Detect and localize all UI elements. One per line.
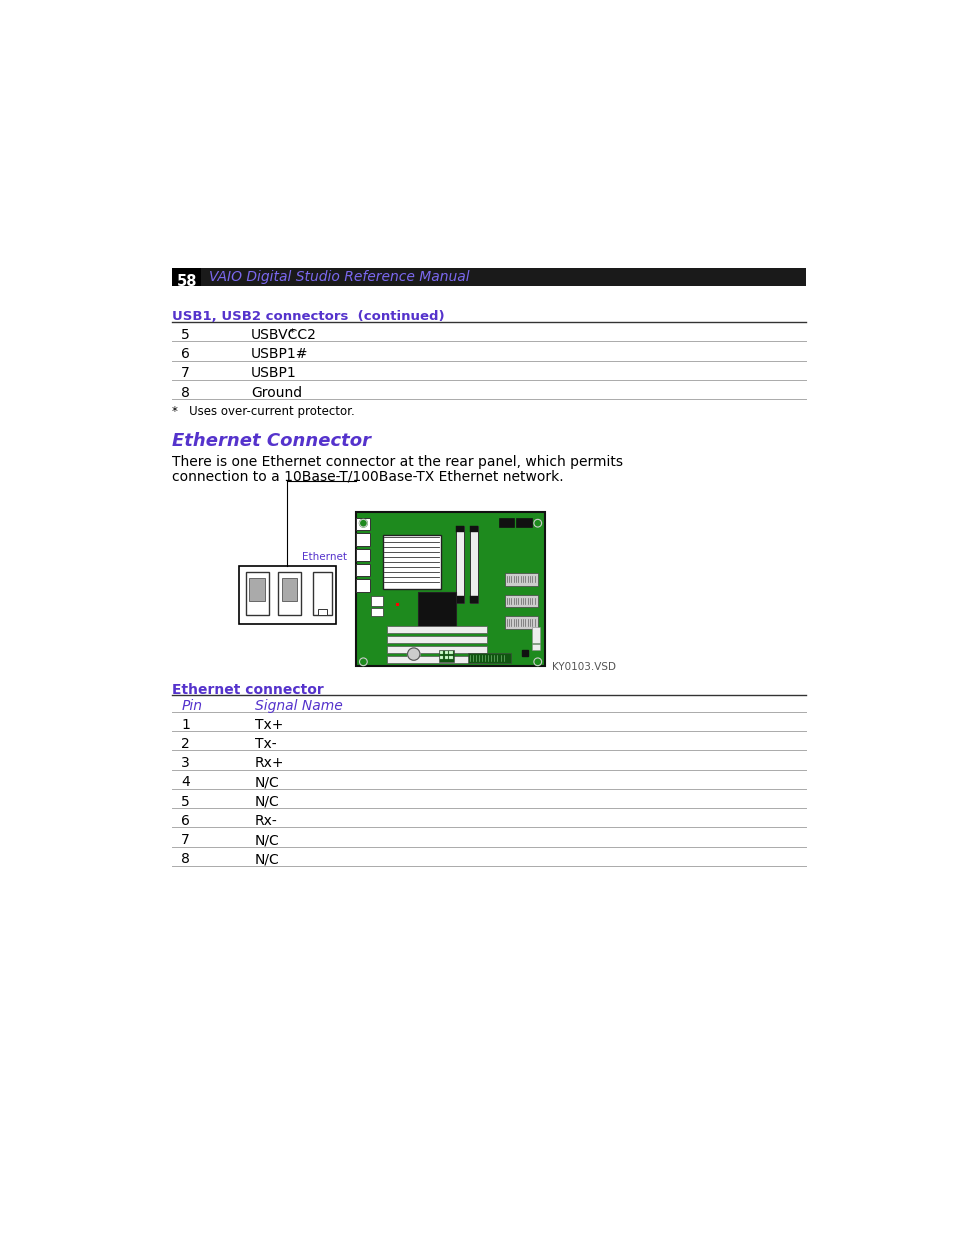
Bar <box>456 526 464 603</box>
Bar <box>505 616 537 629</box>
Bar <box>438 651 454 662</box>
Bar <box>386 626 487 632</box>
Text: Tx+: Tx+ <box>254 718 283 731</box>
Bar <box>172 268 805 287</box>
Text: N/C: N/C <box>254 834 279 847</box>
Bar <box>498 517 514 527</box>
Bar <box>355 579 369 592</box>
Bar <box>521 651 528 656</box>
Text: 7: 7 <box>181 367 190 380</box>
Bar <box>249 578 265 601</box>
Text: Signal Name: Signal Name <box>254 699 342 713</box>
Bar <box>516 517 531 527</box>
Bar <box>444 651 447 655</box>
Text: There is one Ethernet connector at the rear panel, which permits: There is one Ethernet connector at the r… <box>172 456 622 469</box>
Bar <box>355 511 545 666</box>
Bar <box>355 534 369 546</box>
Text: N/C: N/C <box>254 776 279 789</box>
Bar <box>386 646 487 652</box>
Bar <box>449 656 452 658</box>
Circle shape <box>534 520 541 527</box>
Text: 4: 4 <box>181 776 190 789</box>
Text: 6: 6 <box>181 347 190 361</box>
Text: VAIO Digital Studio Reference Manual: VAIO Digital Studio Reference Manual <box>209 269 469 284</box>
Text: USB1, USB2 connectors  (continued): USB1, USB2 connectors (continued) <box>172 310 444 322</box>
Bar <box>456 597 464 603</box>
Text: *: * <box>290 327 294 337</box>
Text: 1: 1 <box>181 718 190 731</box>
Text: *   Uses over-current protector.: * Uses over-current protector. <box>172 405 355 419</box>
Circle shape <box>359 658 367 666</box>
Bar <box>395 603 398 605</box>
Bar <box>386 656 487 662</box>
Bar <box>318 609 327 615</box>
Text: USBP1#: USBP1# <box>251 347 308 361</box>
Bar <box>532 645 539 651</box>
Text: Pin: Pin <box>181 699 202 713</box>
Bar <box>313 573 332 615</box>
Bar <box>278 573 301 615</box>
Bar <box>470 526 477 531</box>
Text: 5: 5 <box>181 794 190 809</box>
Text: Rx+: Rx+ <box>254 756 284 771</box>
Text: Ground: Ground <box>251 385 302 400</box>
Text: N/C: N/C <box>254 852 279 866</box>
Text: Ethernet connector: Ethernet connector <box>172 683 323 697</box>
Text: 58: 58 <box>176 274 197 289</box>
Bar <box>470 597 477 603</box>
Text: 8: 8 <box>181 852 190 866</box>
Bar <box>417 593 456 627</box>
Bar <box>239 567 335 624</box>
Text: N/C: N/C <box>254 794 279 809</box>
Bar <box>355 548 369 561</box>
Text: 5: 5 <box>181 329 190 342</box>
Bar <box>444 656 447 658</box>
Bar <box>386 636 487 642</box>
Bar <box>371 608 382 615</box>
Circle shape <box>407 648 419 661</box>
Bar <box>468 653 510 662</box>
Bar <box>355 517 369 530</box>
Bar <box>382 535 440 589</box>
Bar <box>439 651 443 655</box>
Circle shape <box>534 658 541 666</box>
Bar <box>505 573 537 585</box>
Text: 7: 7 <box>181 834 190 847</box>
Bar <box>449 651 452 655</box>
Bar <box>172 268 201 287</box>
Bar <box>371 597 382 605</box>
Bar <box>355 564 369 577</box>
Text: Tx-: Tx- <box>254 737 276 751</box>
Bar <box>532 627 539 642</box>
Bar <box>439 656 443 658</box>
Circle shape <box>359 520 367 527</box>
Bar <box>245 573 269 615</box>
Bar <box>470 526 477 603</box>
Text: 3: 3 <box>181 756 190 771</box>
Text: Rx-: Rx- <box>254 814 277 827</box>
Bar <box>505 595 537 608</box>
Text: 6: 6 <box>181 814 190 827</box>
Text: 2: 2 <box>181 737 190 751</box>
Text: Ethernet: Ethernet <box>302 552 347 562</box>
Text: USBP1: USBP1 <box>251 367 296 380</box>
Text: Ethernet Connector: Ethernet Connector <box>172 432 371 451</box>
Text: connection to a 10Base-T/100Base-TX Ethernet network.: connection to a 10Base-T/100Base-TX Ethe… <box>172 469 563 483</box>
Text: USBVCC2: USBVCC2 <box>251 329 316 342</box>
Text: 8: 8 <box>181 385 190 400</box>
Bar <box>456 526 464 531</box>
Text: KY0103.VSD: KY0103.VSD <box>551 662 615 672</box>
Bar <box>282 578 297 601</box>
